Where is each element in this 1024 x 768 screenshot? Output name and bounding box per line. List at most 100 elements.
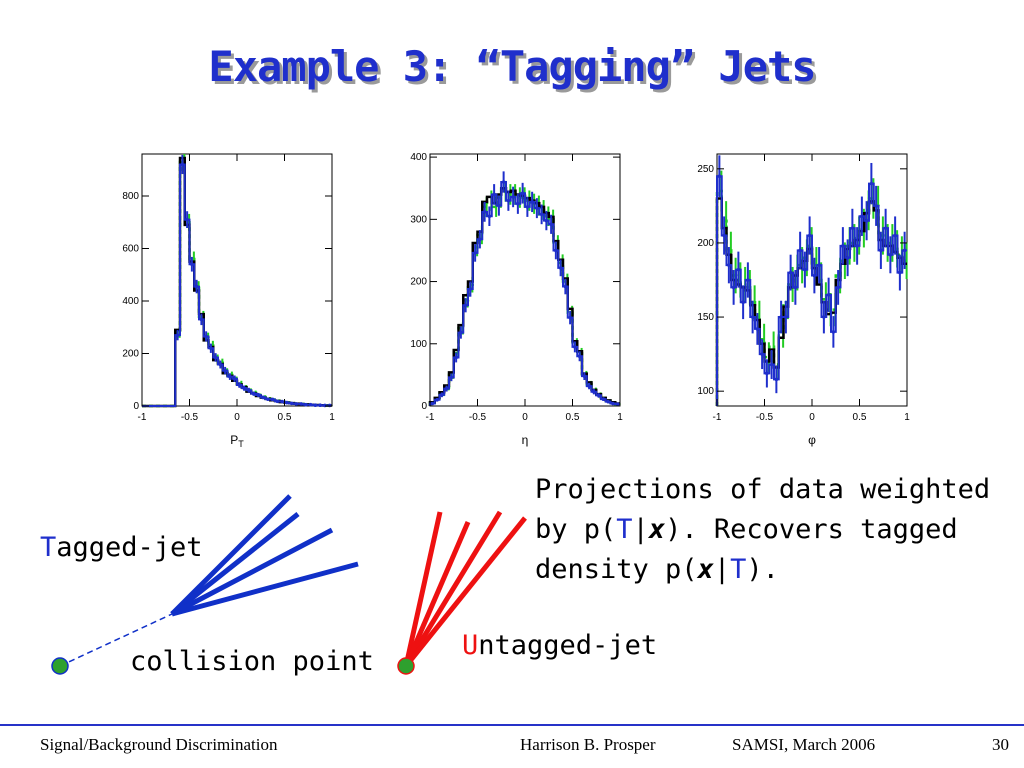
x-tick-label: -0.5 <box>756 412 774 423</box>
x-tick-label: -1 <box>426 412 435 423</box>
symbol-t: T <box>616 514 633 545</box>
tagged-jet-line <box>170 512 300 616</box>
slide-title: Example 3: “Tagging” Jets <box>208 42 816 91</box>
data-point <box>478 237 482 242</box>
data-point <box>175 333 180 337</box>
data-point <box>280 399 284 404</box>
collision-point-marker <box>51 657 69 675</box>
tagged-rest: agged-jet <box>56 532 203 563</box>
y-axis-ticks: 0 200 400 600 800 <box>122 191 332 412</box>
x-axis-label-subscript: T <box>238 439 244 449</box>
symbol-bar: | <box>713 554 731 585</box>
data-point <box>285 400 289 405</box>
data-point <box>902 248 907 253</box>
caption-line-2: by p(T|x). Recovers tagged <box>535 510 1005 550</box>
y-tick-label: 200 <box>410 277 427 288</box>
y-tick-label: 200 <box>122 349 139 360</box>
data-point <box>850 226 855 230</box>
data-point <box>717 174 722 179</box>
untagged-jet-line <box>403 511 443 667</box>
untagged-rest: ntagged-jet <box>478 630 658 661</box>
caption-text: ). Recovers tagged <box>665 514 958 545</box>
data-point <box>299 402 303 406</box>
data-point <box>520 191 525 195</box>
data-point <box>218 362 223 367</box>
x-tick-label: -0.5 <box>469 412 487 423</box>
data-point <box>741 300 745 305</box>
x-tick-label: -1 <box>138 412 147 423</box>
data-point <box>879 248 883 253</box>
x-tick-label: 0.5 <box>278 412 292 423</box>
data-point <box>482 210 487 214</box>
data-point <box>511 195 515 199</box>
pt-histogram: -1 -0.5 0 0.5 1 0 200 400 600 800 PT <box>122 153 335 449</box>
y-tick-label: 100 <box>410 339 427 350</box>
data-point <box>275 399 280 404</box>
plot-frame <box>141 153 333 407</box>
data-point <box>893 233 897 238</box>
data-point <box>435 397 439 402</box>
untagged-jet-line <box>403 521 471 667</box>
data-point <box>573 345 577 349</box>
data-point <box>826 293 831 297</box>
y-tick-label: 0 <box>133 401 139 412</box>
data-point <box>582 374 587 378</box>
x-tick-label: 1 <box>617 412 623 423</box>
y-tick-label: 250 <box>697 164 714 175</box>
data-point <box>779 315 783 319</box>
x-axis-ticks: -1 -0.5 0 0.5 1 <box>138 154 335 423</box>
caption-line-3: density p(x|T). <box>535 550 1005 590</box>
data-point <box>313 403 318 408</box>
data-point <box>869 181 874 186</box>
data-point <box>750 315 755 319</box>
tagged-jet-line <box>170 494 292 616</box>
data-point <box>501 180 506 184</box>
untagged-jet-label: Untagged-jet <box>462 630 657 661</box>
data-point <box>228 374 232 379</box>
y-tick-label: 400 <box>410 152 427 163</box>
data-point <box>454 355 458 360</box>
x-tick-label: 1 <box>904 412 910 423</box>
untagged-jet-line <box>404 516 527 668</box>
y-axis-ticks: 0 100 200 300 400 <box>410 152 620 412</box>
data-point <box>736 267 741 272</box>
data-point <box>860 214 864 219</box>
data-point <box>592 389 596 394</box>
data-point <box>793 285 798 290</box>
y-axis-ticks: 100 150 200 250 <box>697 164 907 397</box>
symbol-x: x <box>648 514 666 545</box>
symbol-x: x <box>697 554 714 585</box>
data-point <box>497 203 501 208</box>
data-point <box>568 315 572 320</box>
data-point <box>788 270 793 275</box>
data-point <box>194 284 199 289</box>
data-point <box>898 270 902 275</box>
x-axis-label: η <box>522 433 529 447</box>
y-tick-label: 600 <box>122 244 139 255</box>
untagged-jet-line <box>403 510 503 668</box>
data-point <box>817 263 821 267</box>
y-tick-label: 200 <box>697 238 714 249</box>
data-point <box>883 226 888 230</box>
data-point <box>213 355 218 360</box>
y-tick-label: 0 <box>421 401 427 412</box>
x-tick-label: -0.5 <box>181 412 199 423</box>
x-tick-label: 1 <box>329 412 335 423</box>
data-point <box>774 377 779 382</box>
data-point <box>266 397 270 401</box>
untagged-initial: U <box>462 630 479 661</box>
data-point <box>539 212 544 217</box>
x-tick-label: 0.5 <box>853 412 867 423</box>
data-point <box>444 386 449 391</box>
data-point <box>554 248 558 253</box>
caption-text: density p( <box>535 554 698 585</box>
data-point <box>204 334 208 339</box>
data-point <box>473 251 477 255</box>
footer-center: Harrison B. Prosper <box>520 735 656 754</box>
collision-point-label: collision point <box>130 646 374 677</box>
data-point <box>185 217 189 222</box>
data-point <box>223 368 227 373</box>
y-tick-label: 100 <box>697 386 714 397</box>
data-point <box>440 393 444 397</box>
data-point <box>525 205 530 209</box>
